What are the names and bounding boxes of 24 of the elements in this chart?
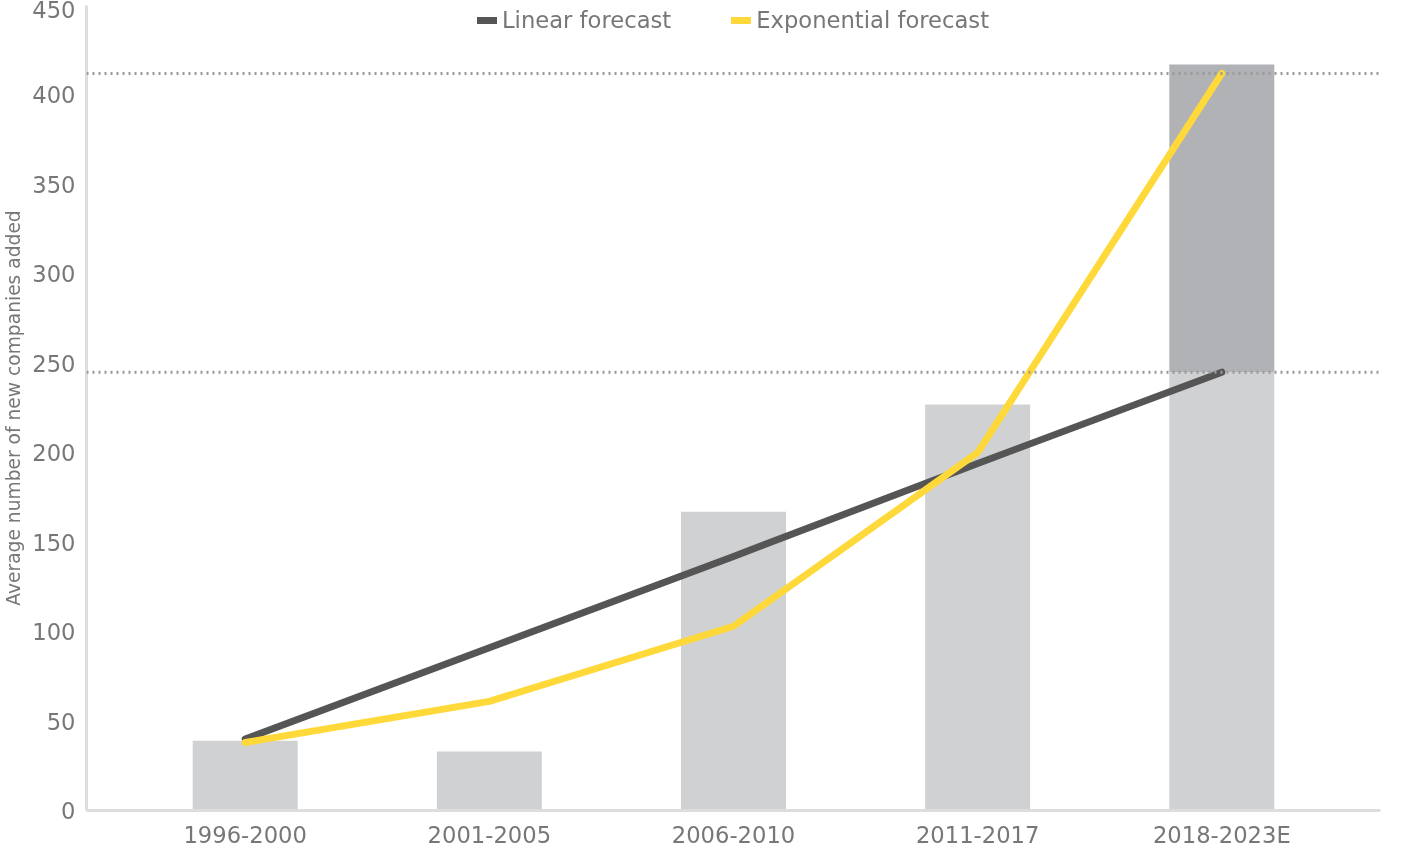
x-tick-label: 2018-2023E [1152,821,1291,848]
legend-label: Exponential forecast [756,7,990,33]
bar [925,404,1031,811]
y-tick-label: 250 [32,350,76,377]
y-tick-label: 200 [32,440,76,467]
y-tick-label: 450 [32,0,76,23]
y-tick-label: 50 [46,708,76,735]
bar [192,740,298,811]
y-tick-label: 400 [32,82,76,109]
x-tick-label: 2006-2010 [671,821,796,848]
bar [436,751,542,811]
x-tick-label: 2001-2005 [427,821,552,848]
y-tick-label: 100 [32,619,76,646]
bar [681,511,786,811]
x-tick-label: 2011-2017 [915,821,1040,848]
legend-label: Linear forecast [501,7,672,33]
bar [1169,64,1275,373]
bar [1169,372,1275,811]
y-tick-label: 150 [32,529,76,556]
x-tick-label: 1996-2000 [183,821,307,848]
y-tick-label: 350 [32,171,76,198]
y-tick-label: 300 [32,261,76,288]
y-tick-label: 0 [61,798,76,824]
y-axis-title: Average number of new companies added [3,210,25,606]
